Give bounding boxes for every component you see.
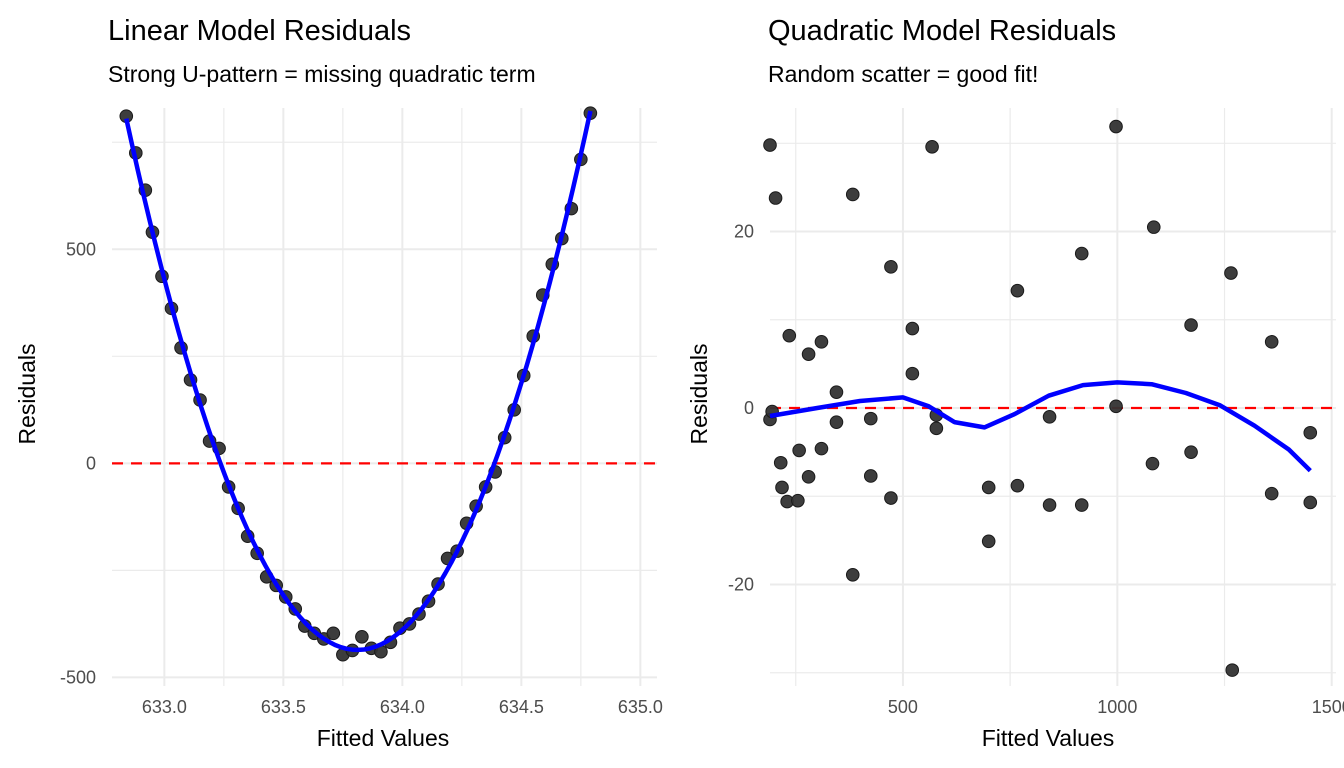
linear-x-tick-label: 633.0 (142, 697, 187, 717)
quadratic-data-point (829, 415, 844, 429)
quadratic-data-point (791, 493, 805, 508)
quadratic-data-point (768, 191, 783, 205)
quadratic-data-point (1146, 220, 1161, 234)
quadratic-data-point (1109, 119, 1123, 134)
quadratic-data-point (1303, 495, 1318, 510)
quadratic-x-tick-label: 500 (888, 697, 918, 717)
quadratic-ticks: 500 1000 1500 -20 0 20 (728, 222, 1344, 717)
quadratic-panel-title: Quadratic Model Residuals (768, 15, 1116, 47)
linear-model-panel: Linear Model Residuals Strong U-pattern … (14, 15, 663, 751)
quadratic-x-axis-label: Fitted Values (982, 725, 1115, 751)
quadratic-data-point (1074, 498, 1089, 512)
linear-x-tick-label: 633.5 (261, 697, 306, 717)
quadratic-data-point (863, 411, 878, 426)
linear-y-tick-label: 500 (66, 239, 96, 259)
linear-y-axis-label: Residuals (14, 344, 40, 445)
linear-x-axis-label: Fitted Values (317, 725, 450, 751)
linear-panel-subtitle: Strong U-pattern = missing quadratic ter… (108, 61, 536, 87)
quadratic-data-point (775, 480, 789, 495)
quadratic-data-point (1184, 445, 1198, 459)
quadratic-data-point (845, 187, 860, 202)
quadratic-data-point (782, 328, 797, 343)
quadratic-y-tick-label: 0 (744, 398, 754, 418)
quadratic-data-point (981, 480, 996, 495)
linear-x-tick-label: 635.0 (618, 697, 663, 717)
linear-x-tick-label: 634.5 (499, 697, 544, 717)
linear-data-point (355, 629, 369, 644)
quadratic-data-point (1042, 410, 1057, 424)
quadratic-data-point (1224, 266, 1238, 280)
quadratic-data-point (801, 470, 816, 484)
quadratic-data-point (814, 335, 829, 349)
quadratic-y-tick-label: 20 (734, 222, 754, 242)
quadratic-data-point (792, 443, 806, 458)
quadratic-data-point (863, 469, 878, 483)
linear-y-tick-label: 0 (86, 453, 96, 473)
quadratic-data-point (1010, 283, 1025, 298)
linear-x-tick-label: 634.0 (380, 697, 425, 717)
linear-y-tick-label: -500 (60, 667, 96, 687)
quadratic-data-point (801, 347, 816, 362)
quadratic-model-panel: Quadratic Model Residuals Random scatter… (686, 15, 1344, 751)
quadratic-data-point (905, 366, 920, 381)
quadratic-data-point (925, 140, 939, 154)
quadratic-data-point (845, 568, 860, 582)
quadratic-data-point (1010, 478, 1025, 493)
quadratic-data-point (1264, 335, 1279, 349)
quadratic-data-point (1264, 486, 1279, 501)
quadratic-data-point (884, 260, 898, 274)
linear-data-point (326, 626, 341, 641)
quadratic-data-point (884, 491, 898, 505)
linear-grid (112, 108, 657, 686)
quadratic-y-tick-label: -20 (728, 575, 754, 595)
quadratic-data-point (1074, 246, 1089, 261)
quadratic-x-tick-label: 1500 (1312, 697, 1344, 717)
quadratic-panel-subtitle: Random scatter = good fit! (768, 61, 1038, 87)
linear-marks (112, 106, 657, 662)
quadratic-data-point (814, 441, 829, 456)
quadratic-data-point (1303, 425, 1318, 440)
quadratic-marks (763, 119, 1336, 677)
quadratic-data-point (1225, 663, 1240, 677)
linear-ticks: 633.0 633.5 634.0 634.5 635.0 -500 0 500 (60, 239, 663, 717)
quadratic-data-point (763, 138, 777, 152)
linear-smooth-curve (124, 110, 593, 653)
quadratic-data-point (1042, 498, 1057, 512)
linear-panel-title: Linear Model Residuals (108, 15, 411, 47)
quadratic-smooth-curve (769, 380, 1312, 473)
quadratic-data-point (773, 455, 788, 470)
quadratic-data-point (829, 385, 844, 399)
quadratic-grid (770, 108, 1336, 686)
quadratic-data-point (905, 321, 920, 336)
quadratic-x-tick-label: 1000 (1097, 697, 1137, 717)
quadratic-data-point (929, 421, 944, 436)
quadratic-data-point (1145, 456, 1160, 471)
quadratic-data-point (1109, 399, 1123, 414)
quadratic-data-point (981, 534, 996, 549)
quadratic-data-point (1184, 318, 1198, 332)
quadratic-y-axis-label: Residuals (686, 344, 712, 445)
